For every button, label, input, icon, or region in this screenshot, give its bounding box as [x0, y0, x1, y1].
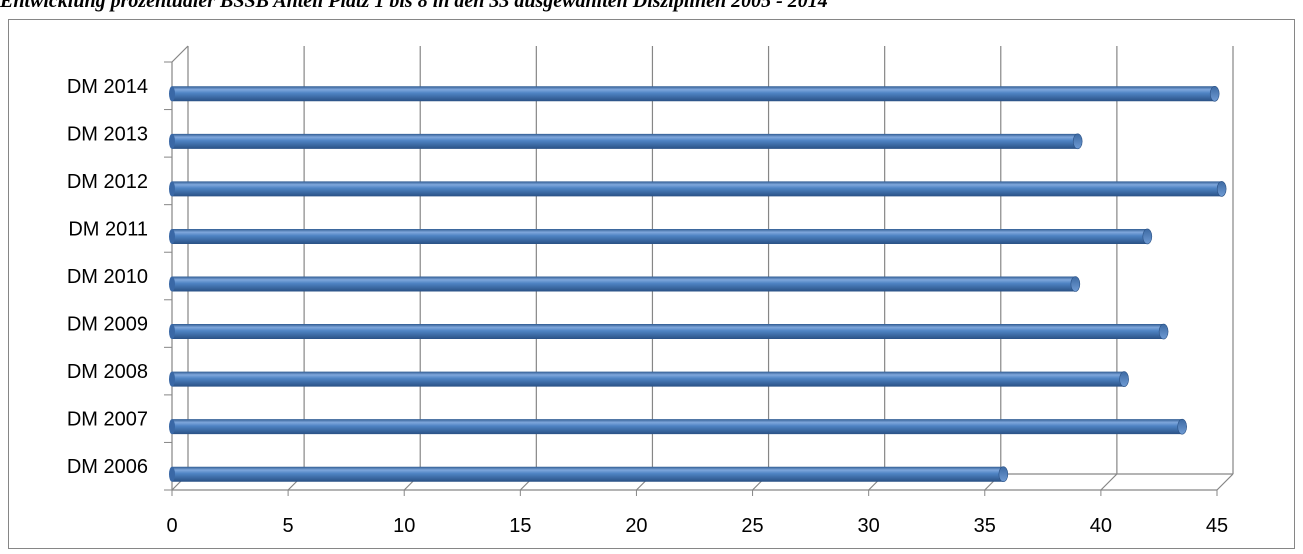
x-tick-label: 15 — [509, 515, 531, 537]
bar-start-cap — [169, 133, 175, 149]
x-tick-label: 25 — [741, 515, 763, 537]
floor-gridline — [1100, 473, 1118, 491]
y-tick-label: DM 2007 — [67, 409, 148, 431]
labels-layer: DM 2006 DM 2007 DM 2008 DM 2009 DM 2010 DM 20… — [67, 76, 1228, 537]
x-tick-label: 0 — [166, 515, 177, 537]
x-tick-label: 30 — [858, 515, 880, 537]
floor-gridline — [1216, 473, 1234, 491]
bar — [172, 228, 1148, 244]
bar — [172, 466, 1004, 482]
bar-start-cap — [169, 276, 175, 292]
bar — [172, 324, 1164, 340]
bar-start-cap — [169, 466, 175, 482]
bar-end-cap — [1209, 85, 1220, 102]
x-tick-label: 10 — [393, 515, 415, 537]
bar-end-cap — [1142, 228, 1153, 245]
x-tick-label: 35 — [974, 515, 996, 537]
bar-start-cap — [169, 324, 175, 340]
y-tick-label: DM 2014 — [67, 76, 148, 98]
x-tick-label: 5 — [283, 515, 294, 537]
bar-end-cap — [1119, 371, 1129, 387]
y-tick-label: DM 2012 — [67, 171, 148, 193]
bar — [172, 86, 1215, 102]
bar-start-cap — [169, 181, 175, 197]
y-tick-label: DM 2010 — [67, 266, 148, 288]
y-tick-label: DM 2013 — [67, 123, 148, 145]
bars-layer — [169, 85, 1227, 483]
bar-end-cap — [1158, 323, 1169, 340]
bar-end-cap — [1216, 181, 1227, 197]
bar-start-cap — [169, 86, 175, 102]
bar-end-cap — [998, 466, 1009, 483]
bar — [172, 133, 1078, 149]
bar-end-cap — [1177, 418, 1187, 435]
bar-start-cap — [169, 419, 175, 435]
side-wall-top — [171, 45, 189, 63]
bar — [172, 181, 1222, 197]
bar — [172, 419, 1183, 435]
bar-end-cap — [1072, 133, 1083, 150]
bar-end-cap — [1070, 276, 1081, 292]
y-tick-label: DM 2006 — [67, 456, 148, 478]
x-tick-label: 20 — [625, 515, 647, 537]
chart-frame — [8, 19, 1295, 549]
y-tick-label: DM 2009 — [67, 314, 148, 336]
bar-start-cap — [169, 228, 175, 244]
bar — [172, 371, 1125, 387]
x-tick-label: 45 — [1206, 515, 1228, 537]
y-tick-label: DM 2011 — [68, 218, 148, 240]
y-tick-label: DM 2008 — [67, 361, 148, 383]
bar — [172, 276, 1076, 292]
bar-start-cap — [169, 371, 175, 387]
chart-caption: Entwicklung prozentualer BSSB Anteil Pla… — [0, 0, 828, 12]
x-tick-label: 40 — [1090, 515, 1112, 537]
